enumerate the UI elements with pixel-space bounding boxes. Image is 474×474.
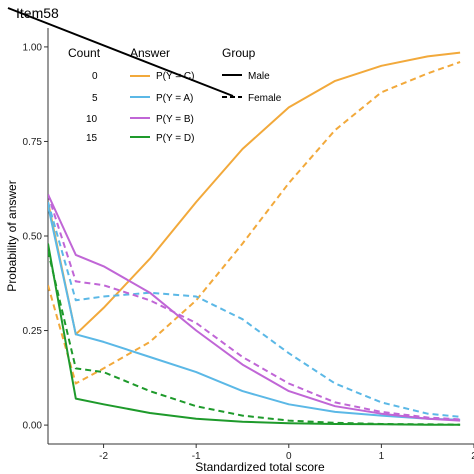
x-tick-label: 0	[286, 451, 292, 462]
legend-answer-a: P(Y = A)	[156, 93, 193, 104]
legend-count-title: Count	[68, 46, 101, 60]
y-tick-label: 0.00	[23, 421, 43, 432]
x-axis-title: Standardized total score	[195, 460, 325, 474]
x-tick-label: -2	[99, 451, 108, 462]
x-tick-label: 2	[471, 451, 474, 462]
y-tick-label: 0.25	[23, 326, 43, 337]
legend-group-title: Group	[222, 46, 256, 60]
y-tick-label: 1.00	[23, 42, 43, 53]
series-line-p-y-a-male	[48, 205, 461, 421]
series-line-p-y-a-female	[48, 201, 461, 418]
legend-answer-c: P(Y = C)	[156, 71, 194, 82]
legend: Count 0 5 10 15 Answer P(Y = C) P(Y = A)…	[68, 46, 282, 144]
legend-count-1: 5	[92, 93, 98, 104]
legend-count-2: 10	[86, 114, 98, 125]
legend-answer-title: Answer	[130, 46, 170, 60]
legend-answer-b: P(Y = B)	[156, 114, 194, 125]
legend-group-male: Male	[248, 71, 270, 82]
legend-answer-d: P(Y = D)	[156, 133, 194, 144]
header-stroke	[7, 7, 234, 97]
x-tick-label: 1	[379, 451, 385, 462]
chart-title: Item58	[16, 5, 59, 21]
x-tick-label: -1	[192, 451, 201, 462]
series-line-p-y-b-male	[48, 193, 461, 422]
series-line-p-y-c-female	[48, 61, 461, 385]
series-line-p-y-d-male	[48, 243, 461, 426]
legend-group-female: Female	[248, 93, 282, 104]
series-line-p-y-c-male	[48, 51, 461, 336]
legend-count-3: 15	[86, 133, 98, 144]
series-line-p-y-b-female	[48, 194, 461, 421]
y-tick-label: 0.75	[23, 137, 43, 148]
y-axis-title: Probability of answer	[5, 180, 19, 291]
y-tick-label: 0.50	[23, 232, 43, 243]
series-line-p-y-d-female	[48, 250, 461, 426]
legend-count-0: 0	[92, 71, 98, 82]
